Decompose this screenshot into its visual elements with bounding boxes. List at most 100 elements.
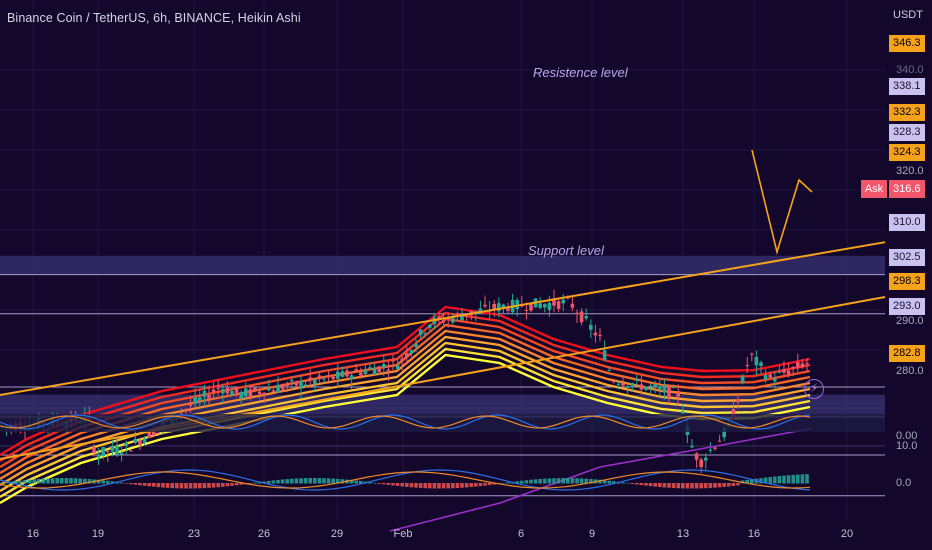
- macd-bar: [777, 476, 782, 484]
- macd-bar: [501, 482, 506, 484]
- macd-bar: [796, 474, 800, 484]
- candle-body: [138, 440, 142, 446]
- candle-body: [313, 380, 317, 385]
- macd-bar: [428, 483, 432, 489]
- macd-bar: [602, 480, 607, 484]
- stochastic-pane: [0, 414, 885, 432]
- candle-body: [556, 301, 561, 309]
- macd-bar: [32, 479, 36, 484]
- macd-bar: [460, 483, 464, 488]
- candle-body: [359, 372, 363, 376]
- macd-bar: [446, 483, 450, 489]
- macd-bar: [133, 483, 138, 485]
- candle-body: [483, 304, 487, 307]
- candle-body: [497, 303, 501, 312]
- candle-body: [630, 383, 634, 386]
- candle-body: [239, 392, 243, 399]
- macd-bar: [299, 478, 303, 484]
- macd-bar: [106, 480, 110, 484]
- stoch-d-line: [0, 415, 811, 429]
- candle-body: [506, 307, 510, 311]
- candle-body: [400, 358, 404, 362]
- candle-body: [377, 366, 381, 372]
- macd-bar: [414, 483, 418, 488]
- macd-bar: [303, 478, 308, 484]
- macd-bar: [152, 483, 156, 487]
- macd-bar: [630, 483, 634, 484]
- macd-bar: [55, 478, 59, 484]
- macd-bar: [372, 482, 377, 484]
- candle-body: [694, 453, 699, 460]
- macd-bar: [18, 480, 23, 484]
- candle-body: [566, 297, 570, 299]
- macd-line: [0, 469, 811, 491]
- macd-bar: [175, 483, 179, 489]
- macd-bar: [694, 483, 699, 489]
- candle-body: [492, 303, 496, 309]
- date-label: 13: [676, 528, 690, 540]
- macd-bar: [731, 483, 736, 486]
- level-zones: [0, 255, 885, 417]
- macd-bar: [589, 478, 593, 484]
- macd-bar: [276, 479, 280, 484]
- candle-body: [777, 371, 782, 373]
- candle-body: [501, 304, 506, 309]
- date-label: 9: [588, 528, 596, 540]
- candle-body: [179, 413, 184, 415]
- macd-bar: [165, 483, 170, 488]
- macd-bar: [469, 483, 473, 488]
- candle-body: [602, 350, 607, 360]
- support-label: Support level: [528, 243, 604, 258]
- macd-bar: [625, 482, 630, 484]
- date-label: 23: [187, 528, 201, 540]
- macd-bar: [782, 475, 786, 484]
- candle-body: [460, 315, 464, 321]
- candle-body: [336, 371, 340, 379]
- macd-bar: [690, 483, 694, 489]
- ribbon-band: [0, 305, 811, 457]
- macd-bar: [648, 483, 653, 487]
- candle-body: [115, 445, 119, 455]
- candle-body: [722, 428, 726, 438]
- macd-bar: [662, 483, 667, 488]
- macd-bar: [248, 483, 253, 484]
- ribbon-band: [0, 311, 811, 463]
- candle-body: [340, 371, 345, 377]
- candle-body: [96, 454, 101, 458]
- macd-bar: [377, 483, 381, 484]
- macd-bar: [667, 483, 671, 488]
- macd-bar: [437, 483, 441, 489]
- macd-bar: [382, 483, 386, 485]
- axis-tick: 0.0: [896, 477, 912, 489]
- macd-bar: [64, 478, 69, 484]
- macd-bar: [262, 481, 266, 484]
- candle-body: [299, 380, 303, 389]
- macd-bar: [317, 478, 322, 484]
- candle-body: [216, 388, 220, 390]
- candle-body: [101, 447, 105, 456]
- macd-bar: [478, 483, 483, 487]
- candle-body: [405, 352, 409, 358]
- candle-body: [768, 374, 772, 378]
- price-tag: 346.3: [889, 35, 925, 52]
- macd-bar: [612, 481, 616, 484]
- macd-bar: [69, 478, 73, 484]
- macd-bar: [566, 478, 570, 484]
- macd-bar: [359, 481, 363, 484]
- date-label: 16: [747, 528, 761, 540]
- macd-bar: [418, 483, 423, 488]
- candle-body: [750, 353, 754, 355]
- candle-body: [598, 334, 602, 336]
- candle-body: [248, 389, 253, 397]
- macd-bar: [41, 478, 46, 484]
- macd-bar: [584, 478, 588, 484]
- trendline: [0, 241, 886, 396]
- candle-body: [152, 429, 156, 436]
- candle-body: [579, 311, 584, 323]
- macd-bar: [768, 477, 772, 484]
- macd-bar: [340, 479, 345, 484]
- macd-bar: [294, 478, 299, 484]
- flash-icon[interactable]: ⚡: [804, 379, 824, 399]
- macd-bar: [119, 482, 124, 484]
